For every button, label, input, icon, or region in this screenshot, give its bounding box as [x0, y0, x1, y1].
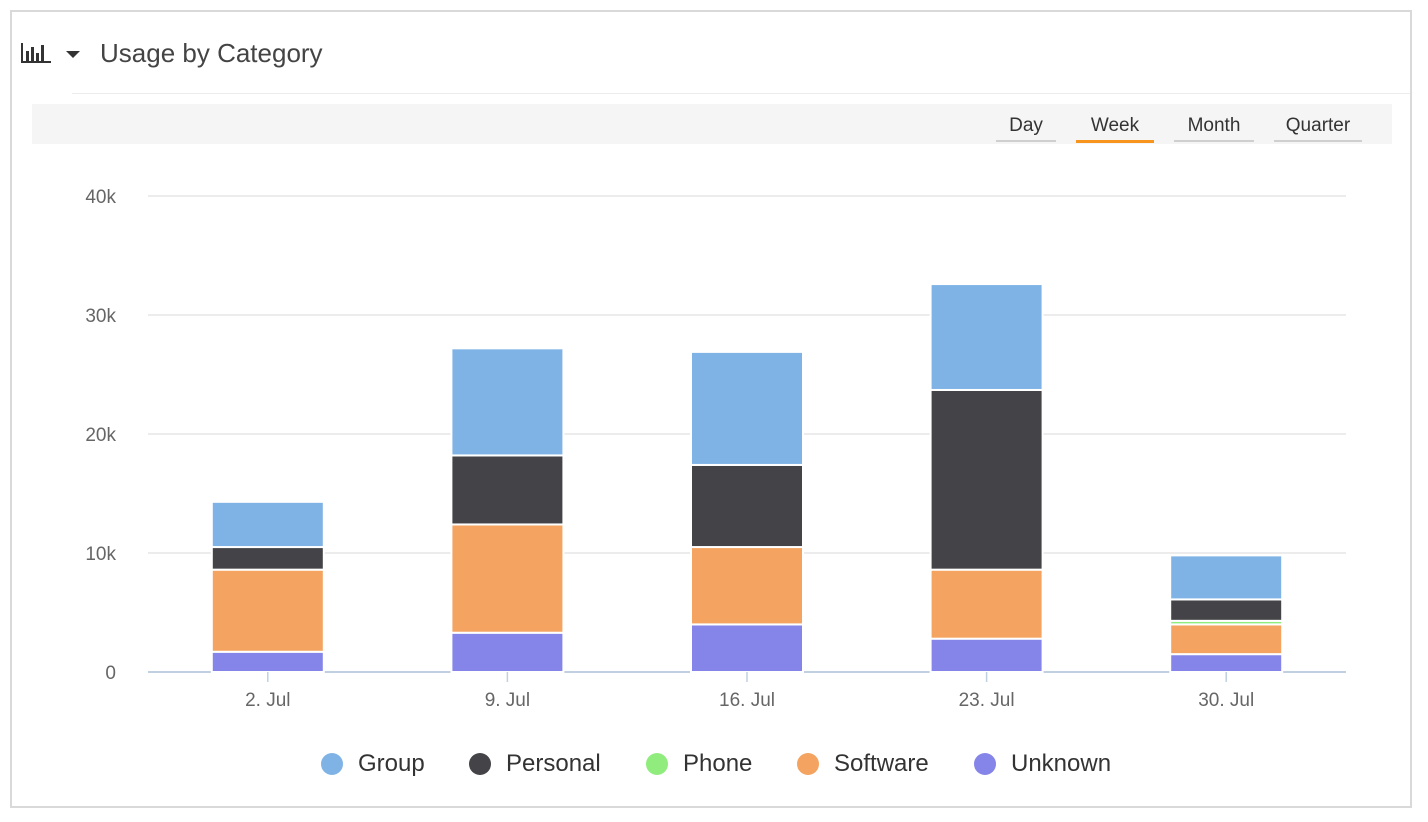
bar-segment-personal [929, 388, 1044, 571]
x-tick-label: 30. Jul [1198, 690, 1254, 711]
x-tick-label: 16. Jul [719, 690, 775, 711]
chevron-down-icon[interactable] [66, 51, 80, 58]
legend-label: Unknown [1011, 750, 1112, 777]
bar-segment-personal [1169, 598, 1284, 622]
y-tick-label: 10k [85, 544, 116, 565]
bar-segment-group [1169, 554, 1284, 601]
range-toolbar: Day Week Month Quarter [32, 104, 1392, 144]
bar-segment-software [1169, 623, 1284, 656]
legend-label: Software [834, 750, 929, 777]
bar-segment-unknown [1169, 653, 1284, 674]
y-tick-label: 30k [85, 306, 116, 327]
bar-chart-icon[interactable] [21, 43, 51, 63]
bar-segment-personal [210, 546, 325, 571]
x-tick-label: 23. Jul [959, 690, 1015, 711]
range-button-day[interactable]: Day [996, 114, 1056, 142]
bar-segment-personal [450, 454, 565, 526]
bar-segment-unknown [450, 631, 565, 673]
bar-segment-unknown [210, 650, 325, 674]
panel-header: Usage by Category [12, 12, 1410, 94]
legend-label: Phone [683, 750, 753, 777]
range-button-quarter[interactable]: Quarter [1274, 114, 1362, 142]
bar-segment-software [450, 523, 565, 634]
legend-dot-personal [469, 753, 491, 775]
legend-dot-phone [646, 753, 668, 775]
y-tick-label: 20k [85, 425, 116, 446]
legend-item-unknown[interactable]: Unknown [974, 748, 1111, 780]
bar-segment-software [929, 568, 1044, 640]
bar-segment-software [690, 546, 804, 626]
y-tick-label: 40k [85, 187, 116, 208]
stacked-bar-chart: 0 10k 20k 30k 40k 2. Jul 9. Jul 16. Jul 23. Jul 3… [85, 187, 1346, 711]
bar-segment-group [210, 500, 325, 549]
bar-segment-software [210, 568, 325, 653]
chart-legend: Group Personal Phone Software Unknown [12, 748, 1410, 780]
legend-dot-unknown [974, 753, 996, 775]
legend-item-personal[interactable]: Personal [469, 748, 601, 780]
bar-segment-unknown [690, 623, 804, 674]
range-button-month[interactable]: Month [1174, 114, 1254, 142]
y-tick-label: 0 [105, 663, 116, 684]
bar-segment-group [929, 283, 1044, 391]
bar-segment-group [690, 350, 804, 466]
legend-label: Group [358, 750, 425, 777]
range-button-week[interactable]: Week [1076, 114, 1154, 143]
page-title: Usage by Category [100, 38, 323, 68]
bar-segment-personal [690, 463, 804, 549]
legend-item-group[interactable]: Group [321, 748, 425, 780]
chart-panel: Usage by Category Day Week Month Quarter… [10, 10, 1412, 808]
legend-item-phone[interactable]: Phone [646, 748, 752, 780]
bar-segment-group [450, 347, 565, 457]
legend-dot-software [797, 753, 819, 775]
x-tick-label: 9. Jul [485, 690, 530, 711]
x-tick-label: 2. Jul [245, 690, 290, 711]
legend-label: Personal [506, 750, 601, 777]
bar-segment-unknown [929, 637, 1044, 673]
legend-dot-group [321, 753, 343, 775]
header-divider [72, 93, 1410, 94]
legend-item-software[interactable]: Software [797, 748, 929, 780]
